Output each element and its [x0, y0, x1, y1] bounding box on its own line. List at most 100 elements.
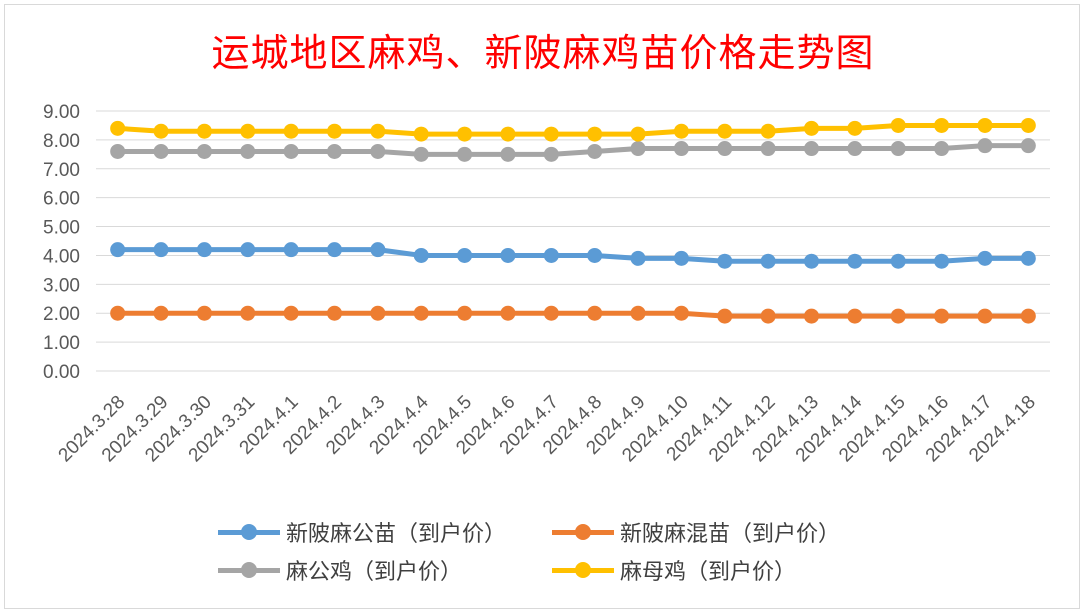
- data-point: [543, 247, 559, 263]
- data-point: [847, 120, 863, 136]
- data-point: [110, 242, 126, 258]
- data-point: [630, 305, 646, 321]
- data-point: [413, 305, 429, 321]
- data-point: [370, 123, 386, 139]
- data-point: [934, 141, 950, 157]
- y-tick-label: 0.00: [43, 362, 80, 383]
- data-point: [110, 305, 126, 321]
- legend-item-1[interactable]: 新陂麻混苗（到户价）: [552, 514, 840, 550]
- y-tick-label: 7.00: [43, 160, 80, 181]
- y-tick-label: 9.00: [43, 102, 80, 123]
- data-point: [240, 123, 256, 139]
- data-point: [283, 305, 299, 321]
- legend-label-3: 麻母鸡（到户价）: [620, 560, 797, 585]
- legend-marker-3: [552, 552, 614, 588]
- y-tick-label: 3.00: [43, 275, 80, 296]
- data-point: [327, 242, 342, 258]
- data-point: [760, 253, 776, 269]
- y-tick-label: 2.00: [43, 304, 80, 325]
- data-point: [500, 305, 516, 321]
- data-point: [327, 123, 342, 139]
- data-point: [587, 126, 603, 142]
- chart-title: 运城地区麻鸡、新陂麻鸡苗价格走势图: [211, 31, 875, 75]
- data-point: [804, 253, 819, 269]
- data-point: [890, 253, 906, 269]
- data-point: [283, 123, 299, 139]
- y-tick-label: 8.00: [43, 131, 80, 152]
- data-point: [847, 308, 863, 324]
- y-tick-label: 4.00: [43, 246, 80, 267]
- data-point: [370, 143, 386, 159]
- data-point: [717, 253, 733, 269]
- data-point: [977, 250, 993, 266]
- data-point: [760, 123, 776, 139]
- data-point: [804, 308, 819, 324]
- data-point: [153, 242, 169, 258]
- data-point: [717, 141, 733, 157]
- data-point: [890, 308, 906, 324]
- data-point: [673, 123, 689, 139]
- data-point: [847, 141, 863, 157]
- data-point: [804, 141, 819, 157]
- data-point: [587, 305, 603, 321]
- data-point: [804, 120, 819, 136]
- data-point: [327, 143, 342, 159]
- data-point: [1020, 117, 1036, 133]
- legend-item-2[interactable]: 麻公鸡（到户价）: [218, 552, 462, 588]
- data-point: [413, 146, 429, 162]
- data-point: [370, 305, 386, 321]
- data-point: [500, 247, 516, 263]
- legend-marker-1: [552, 514, 614, 550]
- data-point: [370, 242, 386, 258]
- chart-area: [4, 4, 1080, 609]
- data-point: [500, 146, 516, 162]
- data-point: [153, 305, 169, 321]
- data-point: [327, 305, 342, 321]
- data-point: [196, 242, 212, 258]
- data-point: [934, 308, 950, 324]
- data-point: [1020, 250, 1036, 266]
- data-point: [153, 123, 169, 139]
- data-point: [673, 141, 689, 157]
- data-point: [240, 305, 256, 321]
- data-point: [977, 308, 993, 324]
- data-point: [673, 250, 689, 266]
- legend-marker-2: [218, 552, 280, 588]
- data-point: [977, 117, 993, 133]
- data-point: [153, 143, 169, 159]
- data-point: [196, 143, 212, 159]
- data-point: [630, 141, 646, 157]
- data-point: [543, 126, 559, 142]
- data-point: [760, 141, 776, 157]
- data-point: [977, 138, 993, 154]
- data-point: [1020, 308, 1036, 324]
- data-point: [934, 253, 950, 269]
- data-point: [1020, 138, 1036, 154]
- legend-item-3[interactable]: 麻母鸡（到户价）: [552, 552, 796, 588]
- data-point: [283, 242, 299, 258]
- data-point: [240, 242, 256, 258]
- data-point: [587, 143, 603, 159]
- data-point: [934, 117, 950, 133]
- legend-label-1: 新陂麻混苗（到户价）: [620, 522, 841, 547]
- y-tick-label: 5.00: [43, 218, 80, 239]
- data-point: [413, 247, 429, 263]
- legend-label-2: 麻公鸡（到户价）: [286, 560, 463, 585]
- data-point: [587, 247, 603, 263]
- data-point: [543, 305, 559, 321]
- data-point: [717, 308, 733, 324]
- data-point: [457, 247, 473, 263]
- data-point: [630, 250, 646, 266]
- data-point: [717, 123, 733, 139]
- data-point: [457, 126, 473, 142]
- data-point: [847, 253, 863, 269]
- legend-item-0[interactable]: 新陂麻公苗（到户价）: [218, 514, 506, 550]
- data-point: [543, 146, 559, 162]
- data-point: [673, 305, 689, 321]
- data-point: [457, 305, 473, 321]
- legend-marker-0: [218, 514, 280, 550]
- data-point: [240, 143, 256, 159]
- y-tick-label: 6.00: [43, 189, 80, 210]
- data-point: [760, 308, 776, 324]
